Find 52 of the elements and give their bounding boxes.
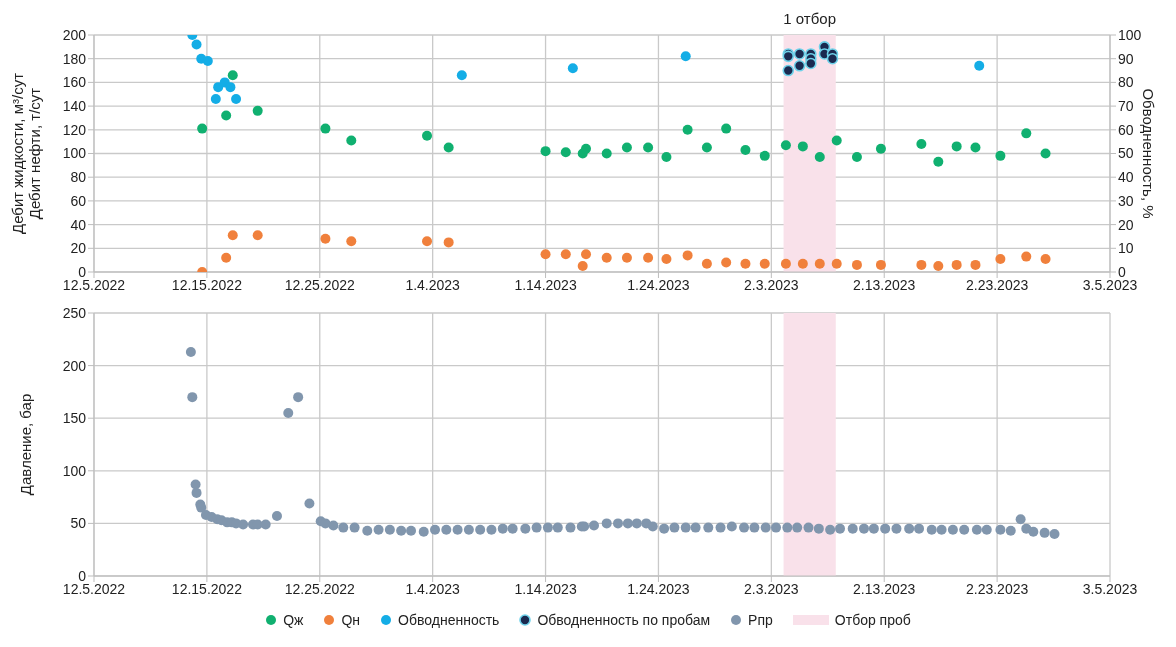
y-tick-label: 200 [62,26,87,43]
x-tick-label: 12.25.2022 [284,276,356,293]
x-tick-label: 1.24.2023 [627,580,690,597]
y2-tick-label: 20 [1118,216,1134,233]
legend-label: Qж [283,612,304,628]
y-tick-label: 160 [62,74,87,91]
y2-tick-label: 40 [1118,169,1134,186]
y2-tick-label: 60 [1118,121,1134,138]
x-tick-label: 1.4.2023 [405,580,461,597]
x-tick-label: 1.14.2023 [514,276,577,293]
x-tick-label: 2.13.2023 [853,580,916,597]
x-tick-label: 2.23.2023 [965,276,1029,293]
y2-tick-label: 70 [1118,98,1134,115]
y-tick-label: 50 [70,515,87,532]
legend-label: Обводненность по пробам [537,612,711,628]
legend-label: Обводненность [398,612,500,628]
x-tick-label: 3.5.2023 [1082,580,1138,597]
y-tick-label: 20 [70,240,87,257]
x-tick-label: 1.14.2023 [514,580,577,597]
y-tick-label: 60 [70,192,87,209]
y2-tick-label: 30 [1118,192,1134,209]
x-tick-label: 12.25.2022 [284,580,356,597]
y-tick-label: 100 [62,462,87,479]
y2-tick-label: 80 [1118,74,1134,91]
legend-label: Отбор проб [834,612,911,628]
y2-tick-label: 50 [1118,145,1134,162]
x-tick-label: 1.4.2023 [405,276,461,293]
y-axis-title: Давление, бар [17,393,34,496]
y-tick-label: 180 [62,50,87,67]
y-tick-label: 140 [62,98,87,115]
x-tick-label: 12.15.2022 [171,580,243,597]
y2-tick-label: 10 [1118,240,1134,257]
y2-axis-title: Обводненность, % [1140,88,1157,219]
band-label: 1 отбор [782,10,837,27]
y-tick-label: 40 [70,216,87,233]
y2-tick-label: 90 [1118,50,1134,67]
y-tick-label: 150 [62,410,87,427]
x-tick-label: 2.3.2023 [744,276,799,293]
y-tick-label: 80 [70,169,87,186]
y-tick-label: 100 [62,145,87,162]
y2-tick-label: 100 [1118,26,1142,43]
x-tick-label: 2.13.2023 [853,276,916,293]
y-tick-label: 200 [62,357,87,374]
x-tick-label: 1.24.2023 [627,276,690,293]
y-tick-label: 250 [62,304,87,321]
x-tick-label: 2.23.2023 [965,580,1029,597]
legend-label: Qн [341,612,361,628]
y-tick-label: 120 [62,121,87,138]
y-axis-title: Дебит жидкости, м³/сут Дебит нефти, т/сут [8,72,43,235]
legend-label: Pпр [748,612,773,628]
x-tick-label: 2.3.2023 [744,580,799,597]
x-tick-label: 12.15.2022 [171,276,243,293]
